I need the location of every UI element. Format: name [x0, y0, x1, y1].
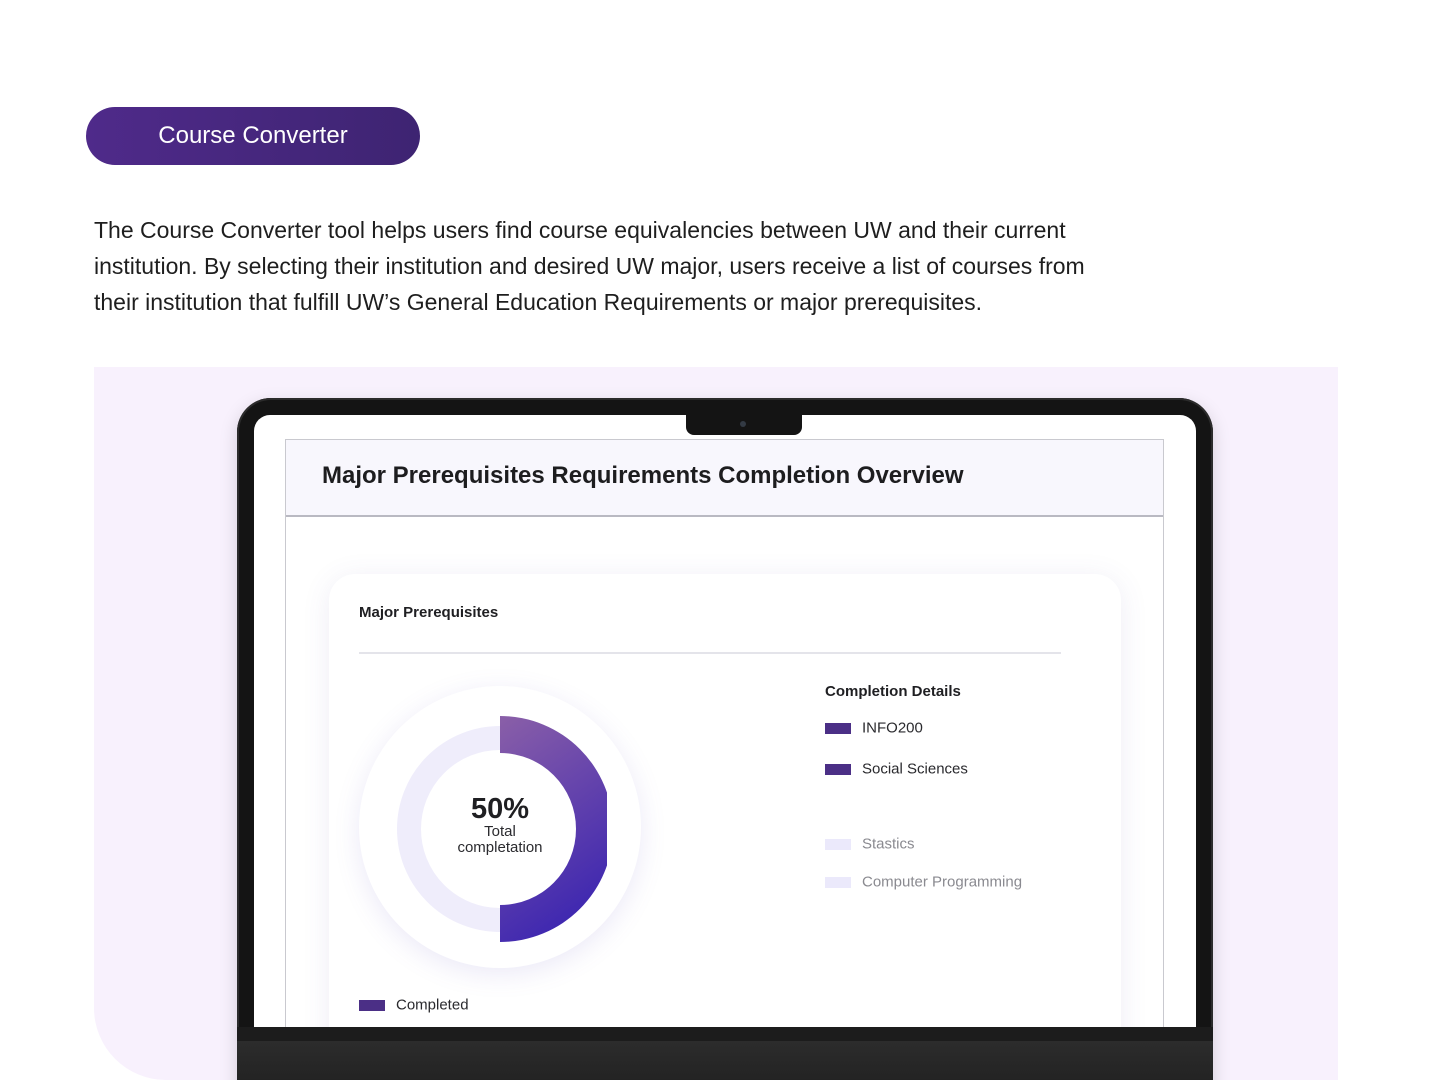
intro-paragraph: The Course Converter tool helps users fi…: [94, 212, 1244, 320]
app-window: Major Prerequisites Requirements Complet…: [285, 439, 1164, 1027]
laptop-screen: Major Prerequisites Requirements Complet…: [254, 415, 1196, 1027]
card-divider: [359, 652, 1061, 654]
legend-label: INFO200: [862, 719, 923, 737]
laptop-notch: [686, 415, 802, 435]
legend-item-statistics: Stastics: [825, 835, 915, 853]
completed-key: Completed: [359, 996, 469, 1014]
completed-swatch: [359, 999, 385, 1011]
completed-swatch: [825, 763, 851, 775]
laptop-mockup: Major Prerequisites Requirements Complet…: [237, 398, 1213, 1080]
remaining-swatch: [825, 876, 851, 888]
camera-icon: [740, 421, 746, 427]
app-header: Major Prerequisites Requirements Complet…: [286, 440, 1163, 517]
section-tag: Course Converter: [86, 107, 420, 165]
intro-line: institution. By selecting their institut…: [94, 253, 1085, 279]
legend-item-social-sciences: Social Sciences: [825, 760, 968, 778]
remaining-swatch: [825, 838, 851, 850]
page-title: Major Prerequisites Requirements Complet…: [322, 462, 964, 489]
legend-label: Stastics: [862, 835, 915, 853]
major-prerequisites-card: Major Prerequisites: [329, 574, 1121, 1027]
intro-line: The Course Converter tool helps users fi…: [94, 217, 1066, 243]
legend-item-info200: INFO200: [825, 719, 923, 737]
laptop-hinge: [237, 1041, 1213, 1080]
donut-completed-segment: [500, 716, 607, 942]
card-title: Major Prerequisites: [359, 604, 499, 621]
completion-caption: completation: [457, 839, 543, 856]
intro-line: their institution that fulfill UW’s Gene…: [94, 289, 983, 315]
completion-caption: Total: [484, 823, 516, 840]
product-showcase: Major Prerequisites Requirements Complet…: [94, 367, 1338, 1080]
completion-donut-chart: [397, 716, 607, 942]
completed-key-label: Completed: [396, 996, 469, 1014]
completion-percent: 50%: [470, 793, 530, 825]
completed-swatch: [825, 722, 851, 734]
laptop-bezel: [237, 1027, 1213, 1041]
legend-label: Computer Programming: [862, 873, 1023, 891]
donut-center-label: 50% Total completation: [425, 794, 575, 856]
legend-item-computer-programming: Computer Programming: [825, 873, 1022, 891]
completion-details-title: Completion Details: [825, 683, 961, 700]
legend-label: Social Sciences: [862, 760, 968, 778]
